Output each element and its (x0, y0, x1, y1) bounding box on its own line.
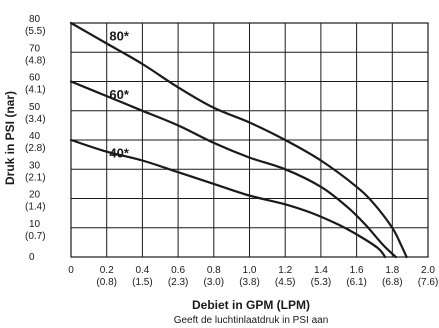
y-tick-sublabel: (1.4) (25, 202, 46, 213)
grid (70, 22, 429, 258)
series-curve-40-psi (69, 138, 387, 259)
y-tick-label: 80 (29, 14, 41, 25)
series-curve-80-psi (69, 21, 408, 259)
x-tick-label: 1.0 (243, 265, 257, 276)
x-tick-sublabel: (7.6) (418, 277, 439, 288)
series-label-40-psi: 40* (109, 146, 129, 161)
y-tick-label: 20 (29, 190, 41, 201)
x-tick-label: 0.6 (171, 265, 185, 276)
series-curves (69, 21, 408, 259)
chart-caption: Geeft de luchtinlaatdruk in PSI aan (174, 315, 329, 326)
x-tick-label: 0.8 (207, 265, 221, 276)
x-tick-sublabel: (2.3) (168, 277, 189, 288)
x-tick-sublabel: (3.0) (204, 277, 225, 288)
series-curve-60-psi (69, 80, 397, 259)
y-axis-title: Druk in PSI (nar) (3, 91, 17, 185)
series-label-80-psi: 80* (109, 29, 129, 44)
y-tick-label: 40 (29, 131, 41, 142)
x-tick-label: 1.6 (350, 265, 364, 276)
x-tick-sublabel: (0.8) (96, 277, 117, 288)
x-tick-sublabel: (5.3) (311, 277, 332, 288)
x-tick-label: 0 (68, 265, 74, 276)
x-tick-label: 2.0 (421, 265, 435, 276)
x-tick-sublabel: (6.1) (346, 277, 367, 288)
series-labels: 80* 60* 40* (109, 29, 129, 161)
y-axis-ticks: 010(0.7)20(1.4)30(2.1)40(2.8)50(3.4)60(4… (25, 14, 46, 263)
x-axis-title: Debiet in GPM (LPM) (192, 298, 310, 312)
x-tick-sublabel: (4.5) (275, 277, 296, 288)
y-tick-label: 0 (29, 252, 35, 263)
y-tick-sublabel: (2.1) (25, 172, 46, 183)
series-label-60-psi: 60* (109, 87, 129, 102)
y-tick-sublabel: (4.8) (25, 55, 46, 66)
y-tick-label: 10 (29, 219, 41, 230)
x-tick-sublabel: (3.8) (239, 277, 260, 288)
y-tick-label: 50 (29, 102, 41, 113)
y-tick-label: 70 (29, 43, 41, 54)
y-tick-sublabel: (5.5) (25, 26, 46, 37)
y-tick-sublabel: (2.8) (25, 143, 46, 154)
y-tick-label: 60 (29, 73, 41, 84)
x-axis-ticks: 0 0.2(0.8) 0.4(1.5) 0.6(2.3) 0.8(3.0) 1.0(3.8… (68, 265, 438, 288)
y-tick-sublabel: (4.1) (25, 85, 46, 96)
x-tick-label: 0.4 (135, 265, 149, 276)
x-tick-label: 1.8 (385, 265, 399, 276)
x-tick-label: 1.4 (314, 265, 328, 276)
x-tick-sublabel: (6.8) (382, 277, 403, 288)
y-tick-label: 30 (29, 160, 41, 171)
y-tick-sublabel: (3.4) (25, 114, 46, 125)
x-tick-label: 0.2 (100, 265, 114, 276)
y-tick-sublabel: (0.7) (25, 231, 46, 242)
x-tick-sublabel: (1.5) (132, 277, 153, 288)
x-tick-label: 1.2 (278, 265, 292, 276)
